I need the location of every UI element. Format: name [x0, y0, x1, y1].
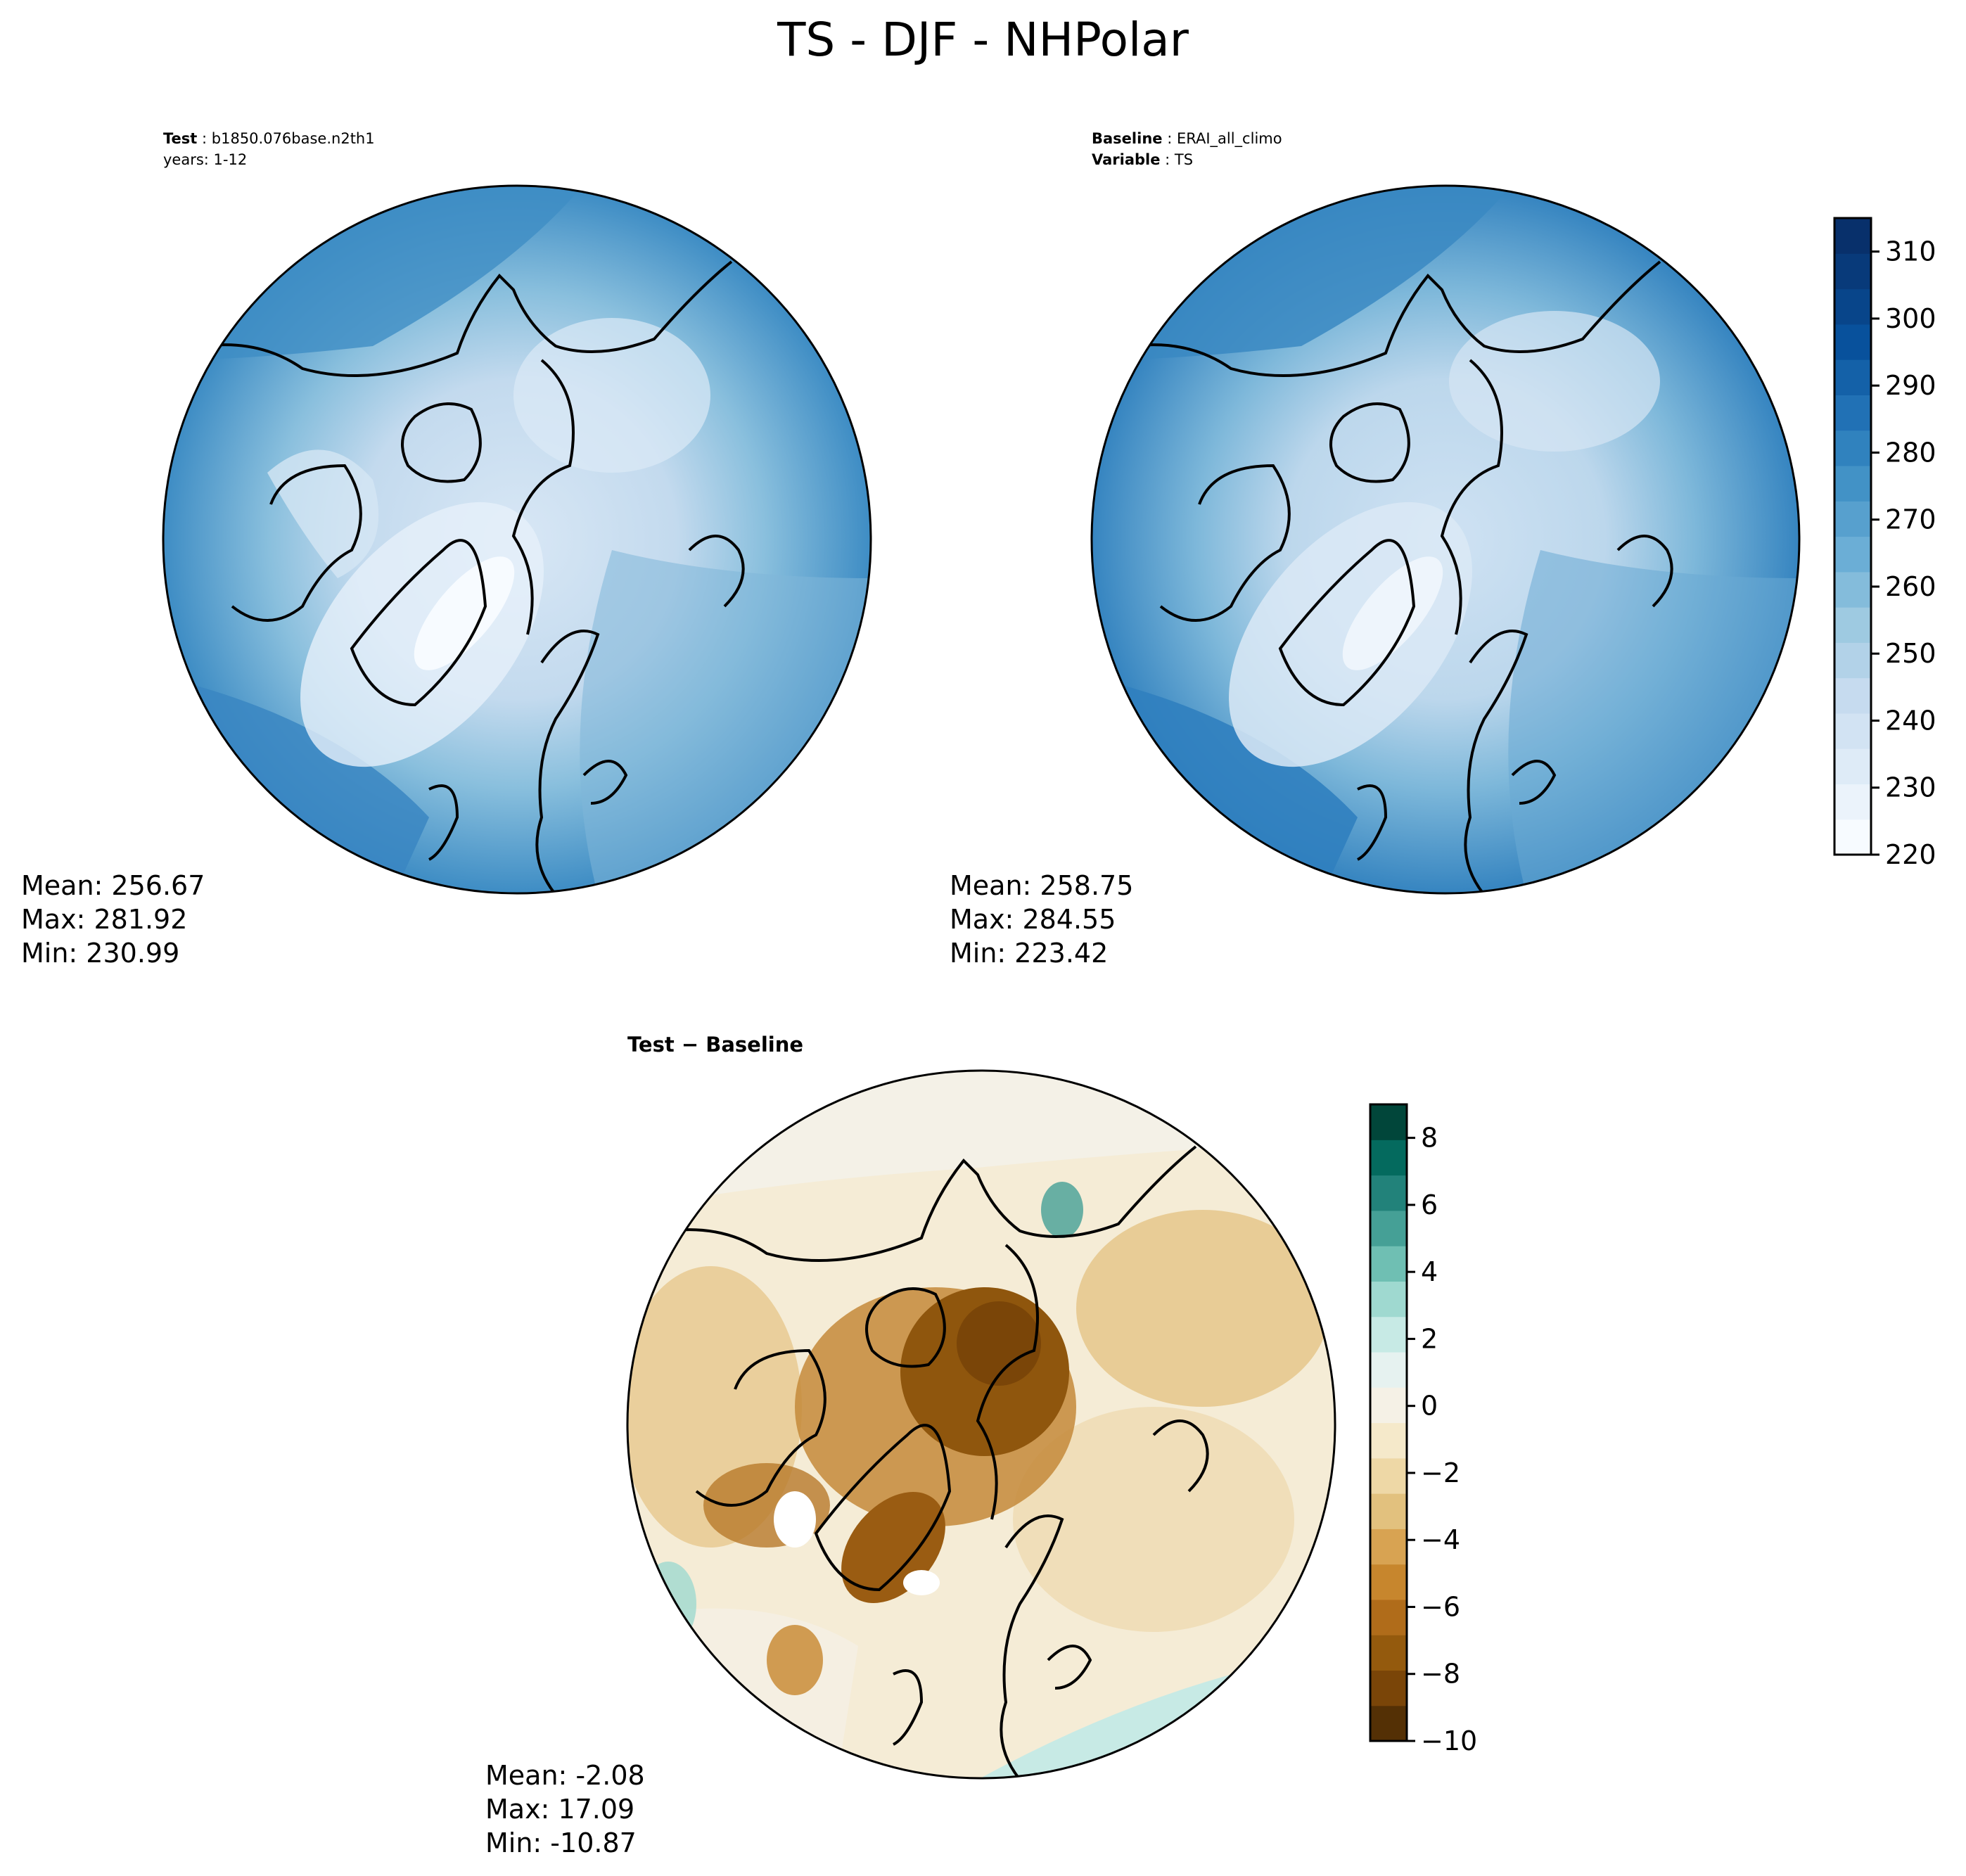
figure-title: TS - DJF - NHPolar: [777, 13, 1189, 67]
absolute-colorbar-segment: [1834, 677, 1871, 714]
difference-colorbar-tick-label: −8: [1421, 1659, 1460, 1690]
absolute-colorbar-segment: [1834, 359, 1871, 395]
difference-colorbar-tick-label: 2: [1421, 1323, 1438, 1354]
test-polar-map: [162, 184, 872, 895]
baseline-case-name: ERAI_all_climo: [1176, 130, 1282, 147]
difference-colorbar-segment: [1370, 1281, 1407, 1317]
difference-colorbar-segment: [1370, 1457, 1407, 1494]
variable-label: Variable: [1092, 151, 1161, 168]
baseline-mean: Mean: 258.75: [950, 870, 1134, 901]
difference-colorbar-segment: [1370, 1316, 1407, 1353]
absolute-colorbar-tick-label: 310: [1885, 236, 1936, 267]
baseline-panel-header: Baseline : ERAI_all_climo Variable : TS: [1092, 130, 1282, 168]
absolute-colorbar-segment: [1834, 713, 1871, 749]
absolute-colorbar-tick-label: 300: [1885, 303, 1936, 334]
baseline-label: Baseline: [1092, 130, 1163, 147]
absolute-colorbar-segment: [1834, 501, 1871, 537]
difference-colorbar-segment: [1370, 1351, 1407, 1388]
test-mean: Mean: 256.67: [21, 870, 205, 901]
difference-colorbar-tick-label: −2: [1421, 1457, 1460, 1488]
test-label: Test: [163, 130, 198, 147]
difference-colorbar-segment: [1370, 1387, 1407, 1424]
difference-colorbar-segment: [1370, 1635, 1407, 1671]
test-panel-header: Test : b1850.076base.n2th1 years: 1-12: [163, 128, 375, 170]
test-years: years: 1-12: [163, 151, 248, 168]
absolute-colorbar-tick-label: 230: [1885, 772, 1936, 803]
baseline-polar-map: [1090, 184, 1801, 895]
difference-colorbar: −10 −8 −6 −4 −2 0 2 4 6 8: [1369, 1103, 1477, 1756]
absolute-colorbar-segment: [1834, 819, 1871, 855]
difference-colorbar-segment: [1370, 1104, 1407, 1140]
absolute-colorbar-segment: [1834, 395, 1871, 431]
test-case-name: b1850.076base.n2th1: [211, 130, 375, 147]
difference-colorbar-tick-label: 4: [1421, 1256, 1438, 1287]
difference-coastlines: [668, 1145, 1209, 1778]
absolute-colorbar-segment: [1834, 324, 1871, 360]
baseline-coastlines: [1132, 260, 1673, 893]
difference-colorbar-segment: [1370, 1599, 1407, 1635]
absolute-colorbar-segment: [1834, 288, 1871, 325]
difference-colorbar-segment: [1370, 1210, 1407, 1246]
difference-colorbar-segment: [1370, 1529, 1407, 1565]
baseline-stats: Mean: 258.75 Max: 284.55 Min: 223.42: [950, 869, 1133, 970]
absolute-colorbar-tick-label: 270: [1885, 504, 1936, 535]
absolute-colorbar-tick-label: 240: [1885, 705, 1936, 736]
difference-title: Test − Baseline: [627, 1033, 804, 1057]
absolute-colorbar: 220 230 240 250 260 270 280 290 300 310: [1833, 217, 1936, 870]
difference-colorbar-tick-label: −6: [1421, 1591, 1460, 1622]
test-min: Min: 230.99: [21, 938, 180, 969]
absolute-colorbar-tick-label: 250: [1885, 638, 1936, 669]
absolute-colorbar-segment: [1834, 607, 1871, 643]
test-coastlines: [203, 260, 745, 893]
difference-colorbar-segment: [1370, 1705, 1407, 1742]
difference-colorbar-tick-label: −10: [1421, 1725, 1477, 1756]
absolute-colorbar-segment: [1834, 571, 1871, 608]
difference-colorbar-tick-label: 6: [1421, 1189, 1438, 1220]
difference-max: Max: 17.09: [485, 1794, 635, 1825]
difference-colorbar-tick-label: 0: [1421, 1391, 1438, 1422]
difference-colorbar-segment: [1370, 1564, 1407, 1600]
difference-colorbar-tick-label: 8: [1421, 1123, 1438, 1154]
absolute-colorbar-tick-label: 280: [1885, 437, 1936, 468]
absolute-colorbar-segment: [1834, 465, 1871, 502]
test-max: Max: 281.92: [21, 904, 188, 935]
absolute-colorbar-segment: [1834, 748, 1871, 785]
difference-colorbar-segment: [1370, 1175, 1407, 1211]
difference-min: Min: -10.87: [485, 1827, 637, 1858]
difference-mean: Mean: -2.08: [485, 1760, 645, 1791]
absolute-colorbar-segment: [1834, 430, 1871, 466]
absolute-colorbar-segment: [1834, 218, 1871, 254]
baseline-min: Min: 223.42: [950, 938, 1109, 969]
absolute-colorbar-tick-label: 260: [1885, 571, 1936, 602]
difference-stats: Mean: -2.08 Max: 17.09 Min: -10.87: [485, 1759, 645, 1860]
variable-name: TS: [1174, 151, 1194, 168]
difference-colorbar-segment: [1370, 1493, 1407, 1529]
absolute-colorbar-tick-label: 220: [1885, 839, 1936, 870]
difference-colorbar-segment: [1370, 1246, 1407, 1282]
difference-colorbar-segment: [1370, 1422, 1407, 1459]
absolute-colorbar-segment: [1834, 253, 1871, 290]
test-stats: Mean: 256.67 Max: 281.92 Min: 230.99: [21, 869, 205, 970]
absolute-colorbar-segment: [1834, 642, 1871, 679]
absolute-colorbar-segment: [1834, 536, 1871, 573]
difference-colorbar-tick-label: −4: [1421, 1524, 1460, 1555]
difference-colorbar-segment: [1370, 1140, 1407, 1176]
baseline-max: Max: 284.55: [950, 904, 1116, 935]
difference-polar-map: [626, 1069, 1336, 1780]
difference-colorbar-segment: [1370, 1670, 1407, 1706]
absolute-colorbar-segment: [1834, 784, 1871, 820]
absolute-colorbar-tick-label: 290: [1885, 370, 1936, 401]
